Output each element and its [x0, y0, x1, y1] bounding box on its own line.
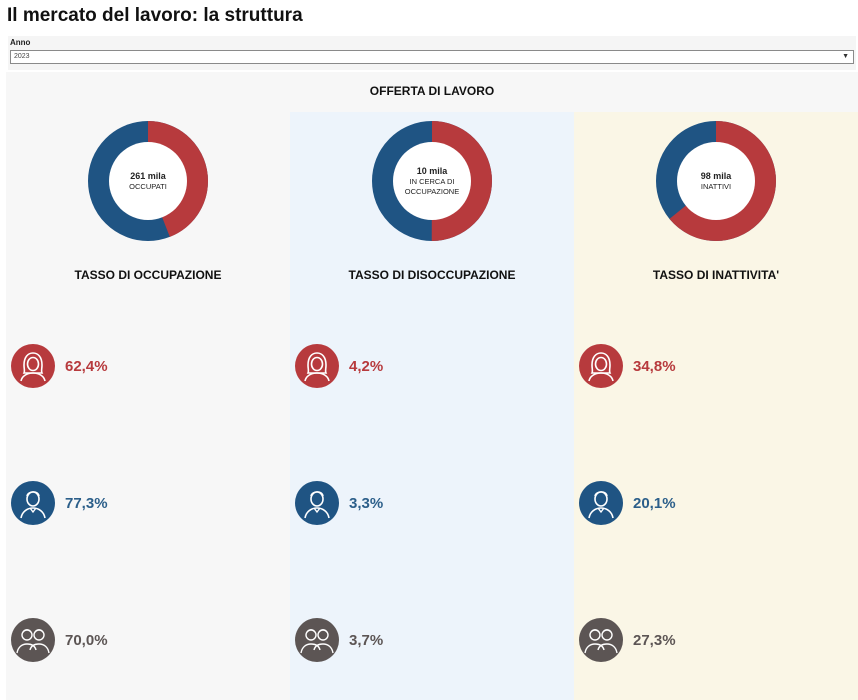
chevron-down-icon[interactable]: ▼	[842, 53, 849, 60]
rate-row-total: 27,3%	[579, 618, 676, 662]
rate-row-female: 34,8%	[579, 344, 676, 388]
column-disoccupazione: 10 mila IN CERCA DI OCCUPAZIONE TASSO DI…	[290, 112, 574, 700]
column-title: TASSO DI DISOCCUPAZIONE	[348, 268, 516, 282]
donut-chart	[656, 121, 776, 241]
people-group-icon	[11, 618, 55, 662]
section-title: OFFERTA DI LAVORO	[369, 84, 495, 98]
woman-icon	[295, 344, 339, 388]
donut-hole	[109, 142, 187, 220]
donut-in-cerca: 10 mila IN CERCA DI OCCUPAZIONE	[371, 120, 493, 242]
people-group-icon	[295, 618, 339, 662]
people-group-icon	[579, 618, 623, 662]
man-icon	[579, 481, 623, 525]
rate-value-male: 3,3%	[349, 494, 384, 512]
donut-hole	[677, 142, 755, 220]
rate-value-female: 4,2%	[349, 357, 384, 375]
rate-value-male: 20,1%	[633, 494, 676, 512]
rate-value-female: 34,8%	[633, 357, 676, 375]
rate-value-total: 3,7%	[349, 631, 384, 649]
donut-chart	[372, 121, 492, 241]
column-inattivita: 98 mila INATTIVI TASSO DI INATTIVITA' 34…	[574, 112, 858, 700]
rate-value-total: 27,3%	[633, 631, 676, 649]
donut-chart	[88, 121, 208, 241]
rate-row-male: 20,1%	[579, 481, 676, 525]
year-filter-label: Anno	[10, 38, 31, 47]
rate-row-female: 4,2%	[295, 344, 383, 388]
column-occupazione: 261 mila OCCUPATI TASSO DI OCCUPAZIONE 6…	[6, 112, 290, 700]
rate-row-male: 3,3%	[295, 481, 383, 525]
year-select-value: 2023	[14, 53, 30, 60]
column-title: TASSO DI INATTIVITA'	[652, 268, 780, 282]
man-icon	[11, 481, 55, 525]
column-title: TASSO DI OCCUPAZIONE	[74, 268, 222, 282]
donut-hole	[393, 142, 471, 220]
rate-row-total: 70,0%	[11, 618, 108, 662]
rate-value-female: 62,4%	[65, 357, 108, 375]
year-select[interactable]: 2023 ▼	[10, 50, 854, 64]
donut-occupati: 261 mila OCCUPATI	[87, 120, 209, 242]
woman-icon	[11, 344, 55, 388]
rate-row-female: 62,4%	[11, 344, 108, 388]
rate-row-total: 3,7%	[295, 618, 383, 662]
rate-value-male: 77,3%	[65, 494, 108, 512]
rate-value-total: 70,0%	[65, 631, 108, 649]
man-icon	[295, 481, 339, 525]
year-filter: Anno 2023 ▼	[8, 36, 856, 70]
woman-icon	[579, 344, 623, 388]
donut-female-segment	[656, 121, 776, 241]
page-title: Il mercato del lavoro: la struttura	[7, 5, 303, 26]
rate-row-male: 77,3%	[11, 481, 108, 525]
donut-female-segment	[372, 121, 492, 241]
donut-inattivi: 98 mila INATTIVI	[655, 120, 777, 242]
donut-female-segment	[88, 121, 208, 241]
